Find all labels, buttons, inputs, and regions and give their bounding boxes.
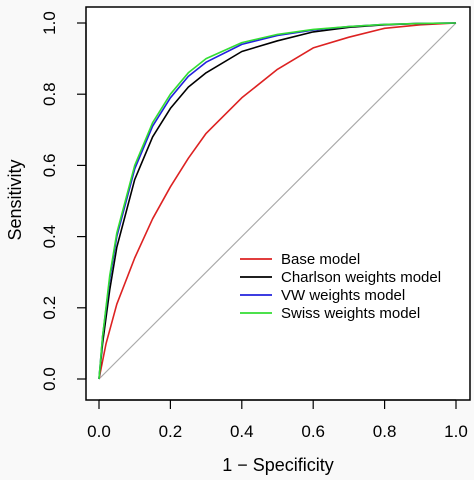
y-tick-label-3: 0.6 <box>40 154 59 178</box>
legend-label-0: Base model <box>281 251 360 268</box>
x-tick-label-3: 0.6 <box>301 422 325 441</box>
x-tick-label-0: 0.0 <box>87 422 111 441</box>
x-tick-label-5: 1.0 <box>444 422 468 441</box>
legend-label-1: Charlson weights model <box>281 269 441 286</box>
y-tick-label-0: 0.0 <box>40 367 59 391</box>
series-line-3 <box>98 22 457 380</box>
y-axis: 0.0 0.2 0.4 0.6 0.8 1.0 <box>40 11 87 391</box>
y-tick-label-5: 1.0 <box>40 11 59 35</box>
y-tick-label-1: 0.2 <box>40 296 59 320</box>
x-tick-label-4: 0.8 <box>373 422 397 441</box>
x-tick-label-1: 0.2 <box>159 422 183 441</box>
series-line-0 <box>98 22 457 380</box>
reference-diagonal-line <box>98 22 457 380</box>
y-axis-title: Sensitivity <box>5 159 25 240</box>
y-tick-label-4: 0.8 <box>40 82 59 106</box>
legend-label-3: Swiss weights model <box>281 305 420 322</box>
legend-label-2: VW weights model <box>281 287 405 304</box>
x-tick-label-2: 0.4 <box>230 422 254 441</box>
x-axis: 0.0 0.2 0.4 0.6 0.8 1.0 <box>87 399 468 441</box>
x-axis-title: 1 − Specificity <box>222 455 334 475</box>
reference-line-layer <box>98 22 457 380</box>
y-tick-label-2: 0.4 <box>40 225 59 249</box>
series-layer <box>98 22 457 380</box>
